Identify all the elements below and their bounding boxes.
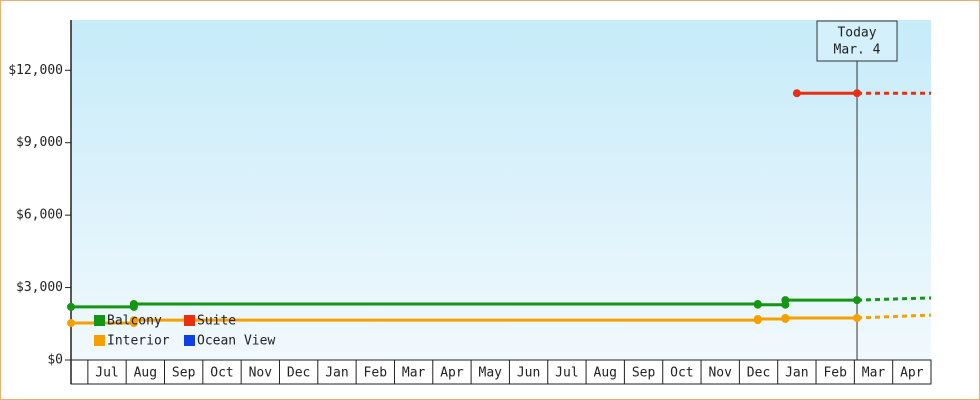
today-date: Mar. 4 bbox=[834, 43, 881, 58]
x-tick-label: Jul bbox=[95, 366, 118, 381]
x-tick-label: Jan bbox=[325, 366, 348, 381]
x-tick-label: Mar bbox=[402, 366, 426, 381]
plot-background bbox=[71, 20, 931, 360]
point bbox=[753, 314, 762, 323]
legend-label: Ocean View bbox=[197, 334, 275, 349]
point bbox=[792, 89, 801, 98]
legend-label: Balcony bbox=[107, 314, 162, 329]
point bbox=[67, 319, 75, 328]
x-tick-label: Aug bbox=[594, 366, 617, 381]
x-tick-label: Feb bbox=[364, 366, 388, 381]
y-tick-label: $0 bbox=[47, 353, 63, 368]
x-tick-label: Dec bbox=[747, 366, 770, 381]
x-tick-label: Jun bbox=[517, 366, 540, 381]
point bbox=[67, 302, 75, 311]
point bbox=[129, 316, 138, 325]
x-tick-label: Mar bbox=[862, 366, 886, 381]
point bbox=[853, 296, 862, 305]
x-tick-label: Sep bbox=[172, 366, 196, 381]
legend-swatch bbox=[184, 335, 195, 346]
point bbox=[853, 89, 862, 98]
y-tick-label: $9,000 bbox=[16, 135, 63, 150]
y-tick-label: $3,000 bbox=[16, 280, 63, 295]
point bbox=[753, 300, 762, 309]
x-tick-label: Apr bbox=[900, 366, 924, 381]
x-tick-label: Oct bbox=[670, 366, 693, 381]
x-tick-label: Dec bbox=[287, 366, 310, 381]
projection-line bbox=[856, 313, 932, 320]
point bbox=[781, 313, 790, 322]
x-tick-label: Jul bbox=[555, 366, 578, 381]
legend-label: Suite bbox=[197, 314, 236, 329]
x-tick-label: May bbox=[479, 366, 503, 381]
x-tick-label: Jan bbox=[785, 366, 808, 381]
x-tick-label: Aug bbox=[134, 366, 157, 381]
legend-swatch bbox=[94, 315, 105, 326]
legend-swatch bbox=[94, 335, 105, 346]
point bbox=[853, 313, 862, 322]
today-label: Today bbox=[837, 26, 876, 41]
y-tick-label: $12,000 bbox=[8, 63, 63, 78]
today-box bbox=[816, 20, 898, 62]
x-tick-label: Oct bbox=[210, 366, 233, 381]
projection-line bbox=[856, 296, 932, 302]
y-tick-label: $6,000 bbox=[16, 208, 63, 223]
point bbox=[781, 296, 790, 305]
x-tick-label: Sep bbox=[632, 366, 656, 381]
x-tick-label: Nov bbox=[249, 366, 273, 381]
x-axis-strip bbox=[70, 359, 932, 385]
x-tick-label: Apr bbox=[440, 366, 464, 381]
x-tick-label: Nov bbox=[708, 366, 732, 381]
point bbox=[129, 299, 138, 308]
legend-label: Interior bbox=[107, 334, 170, 349]
legend-swatch bbox=[184, 315, 195, 326]
x-tick-label: Feb bbox=[823, 366, 847, 381]
